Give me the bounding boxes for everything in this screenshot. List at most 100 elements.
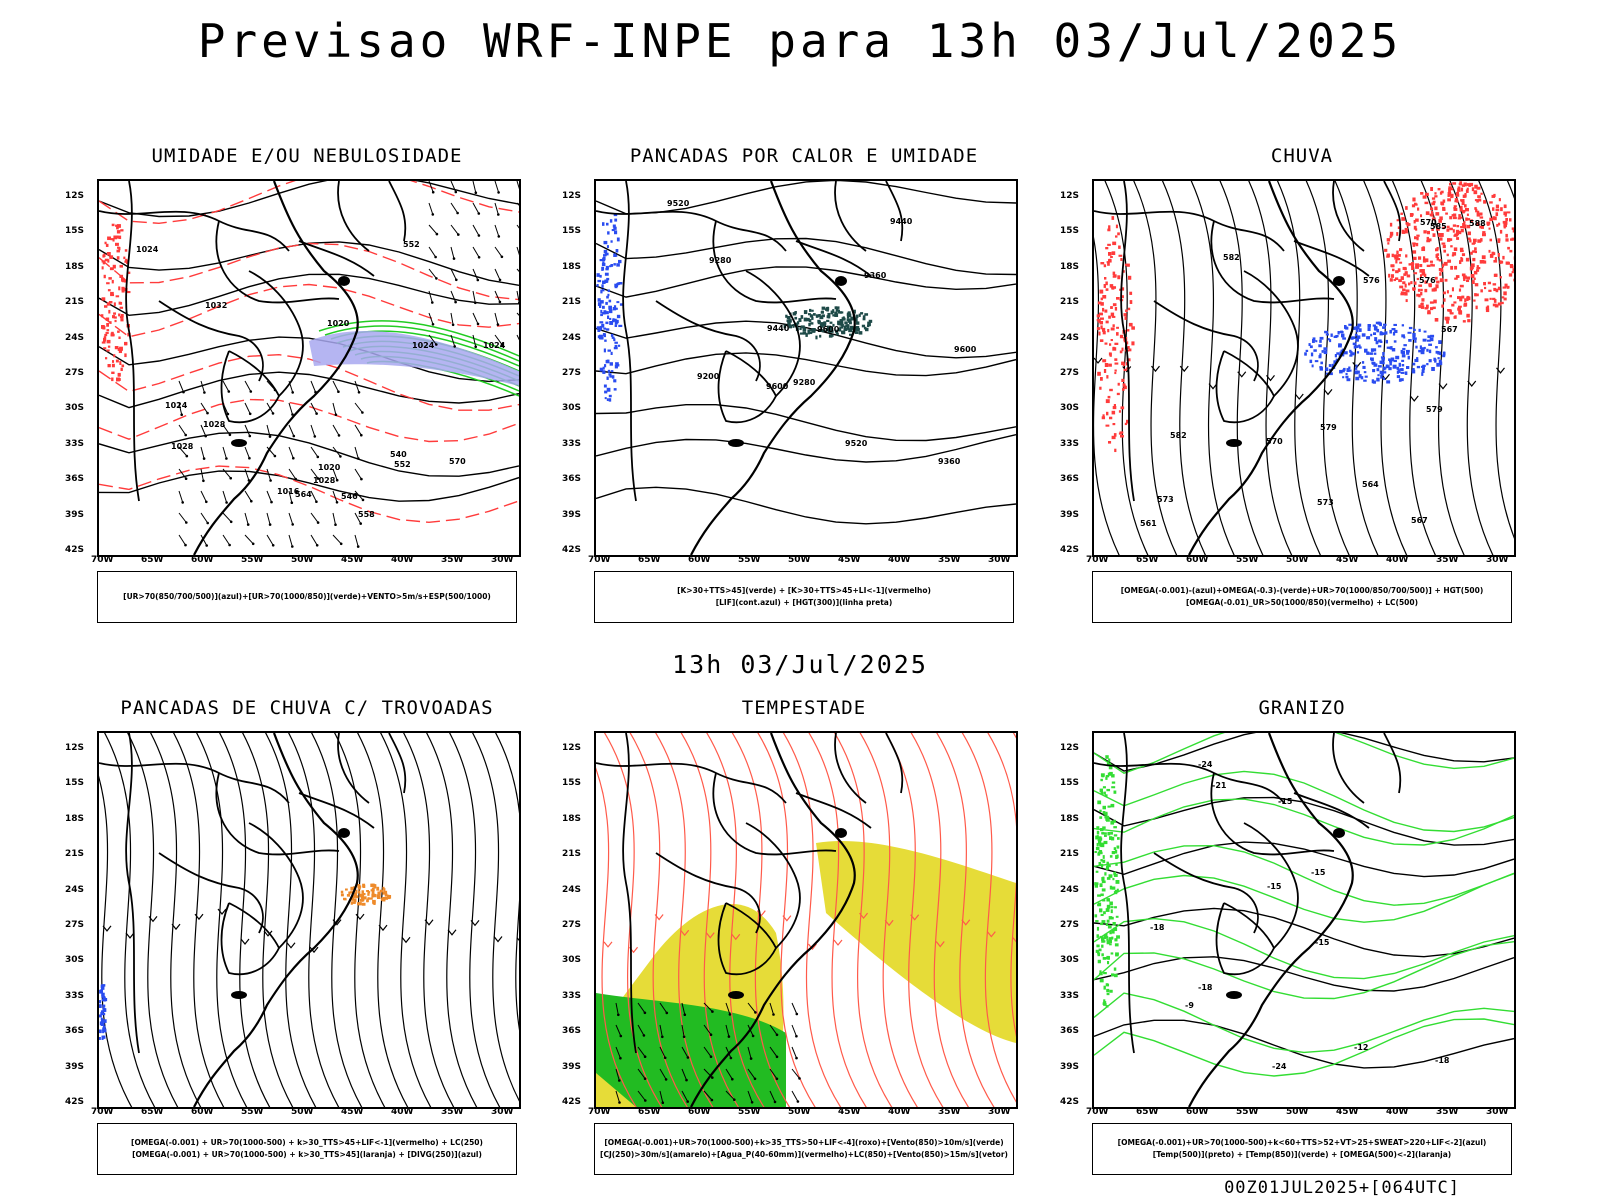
streamline-arrow — [756, 910, 766, 917]
streamline-arrow — [378, 924, 388, 932]
map-canvas: 585 582 588 579 576 573 570 567 564 582 579 576 573 5… — [1094, 181, 1514, 555]
lake-shape — [338, 828, 350, 838]
lon-tick-label: 40W — [888, 1107, 911, 1117]
legend-line: [OMEGA(-0.001) + UR>70(1000-500) + k>30_… — [132, 1150, 482, 1159]
contour-label: 576 — [1419, 276, 1436, 285]
streamline — [1248, 181, 1293, 555]
country-border — [99, 762, 290, 804]
streamline-arrow — [355, 913, 365, 921]
coastline — [1188, 733, 1354, 1107]
country-border — [885, 733, 904, 794]
map-canvas — [99, 733, 519, 1107]
lat-tick-label: 39S — [1060, 509, 1080, 520]
panel-legend: [OMEGA(-0.001)-(azul)+OMEGA(-0.3)-(verde… — [1092, 571, 1512, 623]
lat-tick-label: 18S — [65, 813, 85, 824]
page-title: Previsao WRF-INPE para 13h 03/Jul/2025 — [197, 14, 1403, 68]
country-border — [795, 792, 872, 829]
contour-label: 1020 — [327, 319, 350, 328]
lat-tick-label: 24S — [562, 884, 582, 895]
streamline-arrow — [731, 933, 741, 941]
lat-tick-label: 15S — [65, 778, 85, 789]
coastline — [193, 181, 359, 555]
streamline — [379, 733, 432, 1107]
streamline — [654, 733, 714, 1107]
map-panel — [97, 731, 521, 1109]
country-border — [712, 772, 837, 856]
lat-tick-label: 21S — [65, 297, 85, 308]
map-panel — [594, 731, 1018, 1109]
lon-tick-label: 60W — [688, 1107, 711, 1117]
lat-tick-label: 42S — [562, 545, 582, 555]
panel-legend: [OMEGA(-0.001) + UR>70(1000-500) + k>30_… — [97, 1123, 517, 1175]
lat-tick-label: 18S — [1060, 261, 1080, 272]
map-panel: 9600 9600 9600 9520 9440 9360 9280 9200 9520 9440… — [594, 179, 1018, 557]
contour-label: 582 — [1170, 431, 1187, 440]
country-border — [158, 852, 264, 934]
contour-label: 546 — [341, 492, 358, 501]
contour-label: 9360 — [938, 457, 961, 466]
lon-tick-label: 60W — [191, 555, 214, 565]
panel-title: GRANIZO — [1258, 697, 1346, 719]
country-border — [622, 733, 637, 1054]
lake-shape — [835, 276, 847, 286]
lon-tick-label: 65W — [638, 1107, 661, 1117]
lon-tick-label: 30W — [491, 1107, 514, 1117]
streamline — [596, 767, 638, 1107]
contour-label: 567 — [1411, 516, 1428, 525]
contour-label: 9280 — [709, 256, 732, 265]
contour-label: -15 — [1315, 938, 1330, 947]
contour-label: 540 — [390, 450, 407, 459]
contour-label: 576 — [1363, 276, 1380, 285]
streamline-arrow — [603, 941, 613, 948]
lake-shape — [1333, 276, 1345, 286]
streamline — [448, 733, 501, 1107]
streamline — [680, 733, 740, 1107]
streamline — [264, 733, 317, 1107]
lat-tick-label: 42S — [562, 1097, 582, 1107]
streamline-arrow — [859, 912, 869, 920]
country-border — [717, 350, 778, 424]
lat-tick-label: 27S — [65, 368, 85, 378]
map-canvas: 9600 9600 9600 9520 9440 9360 9280 9200 9520 9440… — [596, 181, 1016, 555]
lat-tick-label: 30S — [65, 955, 85, 966]
temp850-region — [1094, 755, 1120, 1008]
lon-tick-label: 60W — [1186, 555, 1209, 565]
lake-shape — [231, 991, 247, 999]
lon-tick-label: 60W — [191, 1107, 214, 1117]
contour-label: -9 — [1185, 1001, 1194, 1010]
lat-tick-label: 15S — [1060, 778, 1080, 789]
legend-line: [UR>70(850/700/500)](azul)+[UR>70(1000/8… — [123, 592, 491, 601]
contour-label: 579 — [1426, 405, 1443, 414]
streamline — [1334, 181, 1379, 555]
map-panel: -9 -12 -15 -18 -21 -24 -24 -15 -18 -15 -15 -18 — [1092, 731, 1516, 1109]
map-canvas — [596, 733, 1016, 1107]
streamline-arrow — [705, 932, 715, 939]
streamline-arrow — [1012, 937, 1016, 943]
cloud-area — [309, 331, 519, 386]
contour-line — [1094, 770, 1514, 833]
country-border — [298, 792, 375, 829]
lat-tick-label: 33S — [562, 438, 582, 449]
streamline — [782, 733, 842, 1107]
lat-tick-label: 39S — [562, 509, 582, 520]
country-border — [220, 902, 281, 976]
streamline — [310, 733, 363, 1107]
map-panel: 585 582 588 579 576 573 570 567 564 582 579 576 573 5… — [1092, 179, 1516, 557]
streamline — [731, 733, 791, 1107]
divergence-area — [99, 984, 108, 1040]
country-border — [248, 822, 304, 949]
streamline-arrow — [986, 931, 996, 938]
lat-tick-label: 24S — [1060, 332, 1080, 343]
streamline-arrow — [1237, 371, 1247, 378]
lon-tick-label: 50W — [1286, 555, 1309, 565]
jet-stream-area — [816, 841, 1016, 1043]
country-border — [1153, 852, 1259, 934]
streamline-arrow — [424, 919, 434, 926]
lat-tick-label: 12S — [562, 191, 582, 201]
contour-line — [596, 486, 1016, 525]
streamline — [1133, 181, 1178, 555]
lon-tick-label: 55W — [1236, 1107, 1259, 1117]
contour-label: 1020 — [318, 463, 341, 472]
streamline — [287, 733, 340, 1107]
lon-tick-label: 60W — [688, 555, 711, 565]
